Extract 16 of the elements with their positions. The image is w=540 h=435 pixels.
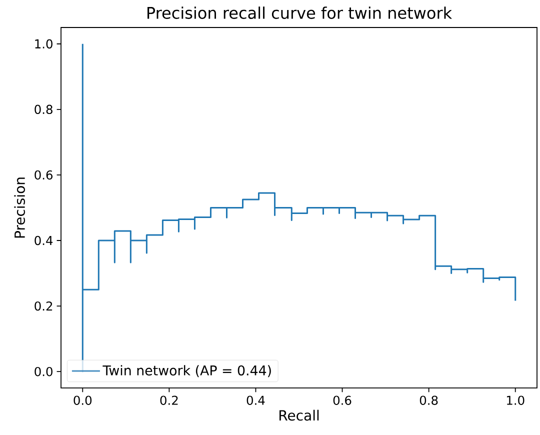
x-tick-label: 0.2 xyxy=(160,396,178,405)
x-axis-title: Recall xyxy=(280,410,319,421)
y-tick-label: 1.0 xyxy=(35,39,52,48)
y-tick-label: 0.2 xyxy=(34,301,52,311)
y-tick-label: 0.8 xyxy=(34,104,52,114)
x-tick-label: 0.8 xyxy=(420,396,438,405)
y-tick-label: 0.6 xyxy=(34,170,53,180)
y-tick-label: 0.4 xyxy=(34,236,53,246)
y-axis-title: Precision xyxy=(14,178,26,238)
x-tick-label: 1.0 xyxy=(506,396,524,405)
x-tick-label: 0.4 xyxy=(246,396,265,405)
chart-title: Precision recall curve for twin network xyxy=(148,6,452,19)
x-tick-label: 0.6 xyxy=(333,396,352,405)
x-tick-label: 0.0 xyxy=(74,396,92,405)
y-tick-label: 0.0 xyxy=(34,366,52,376)
legend-label: Twin network (AP = 0.44) xyxy=(102,365,271,378)
